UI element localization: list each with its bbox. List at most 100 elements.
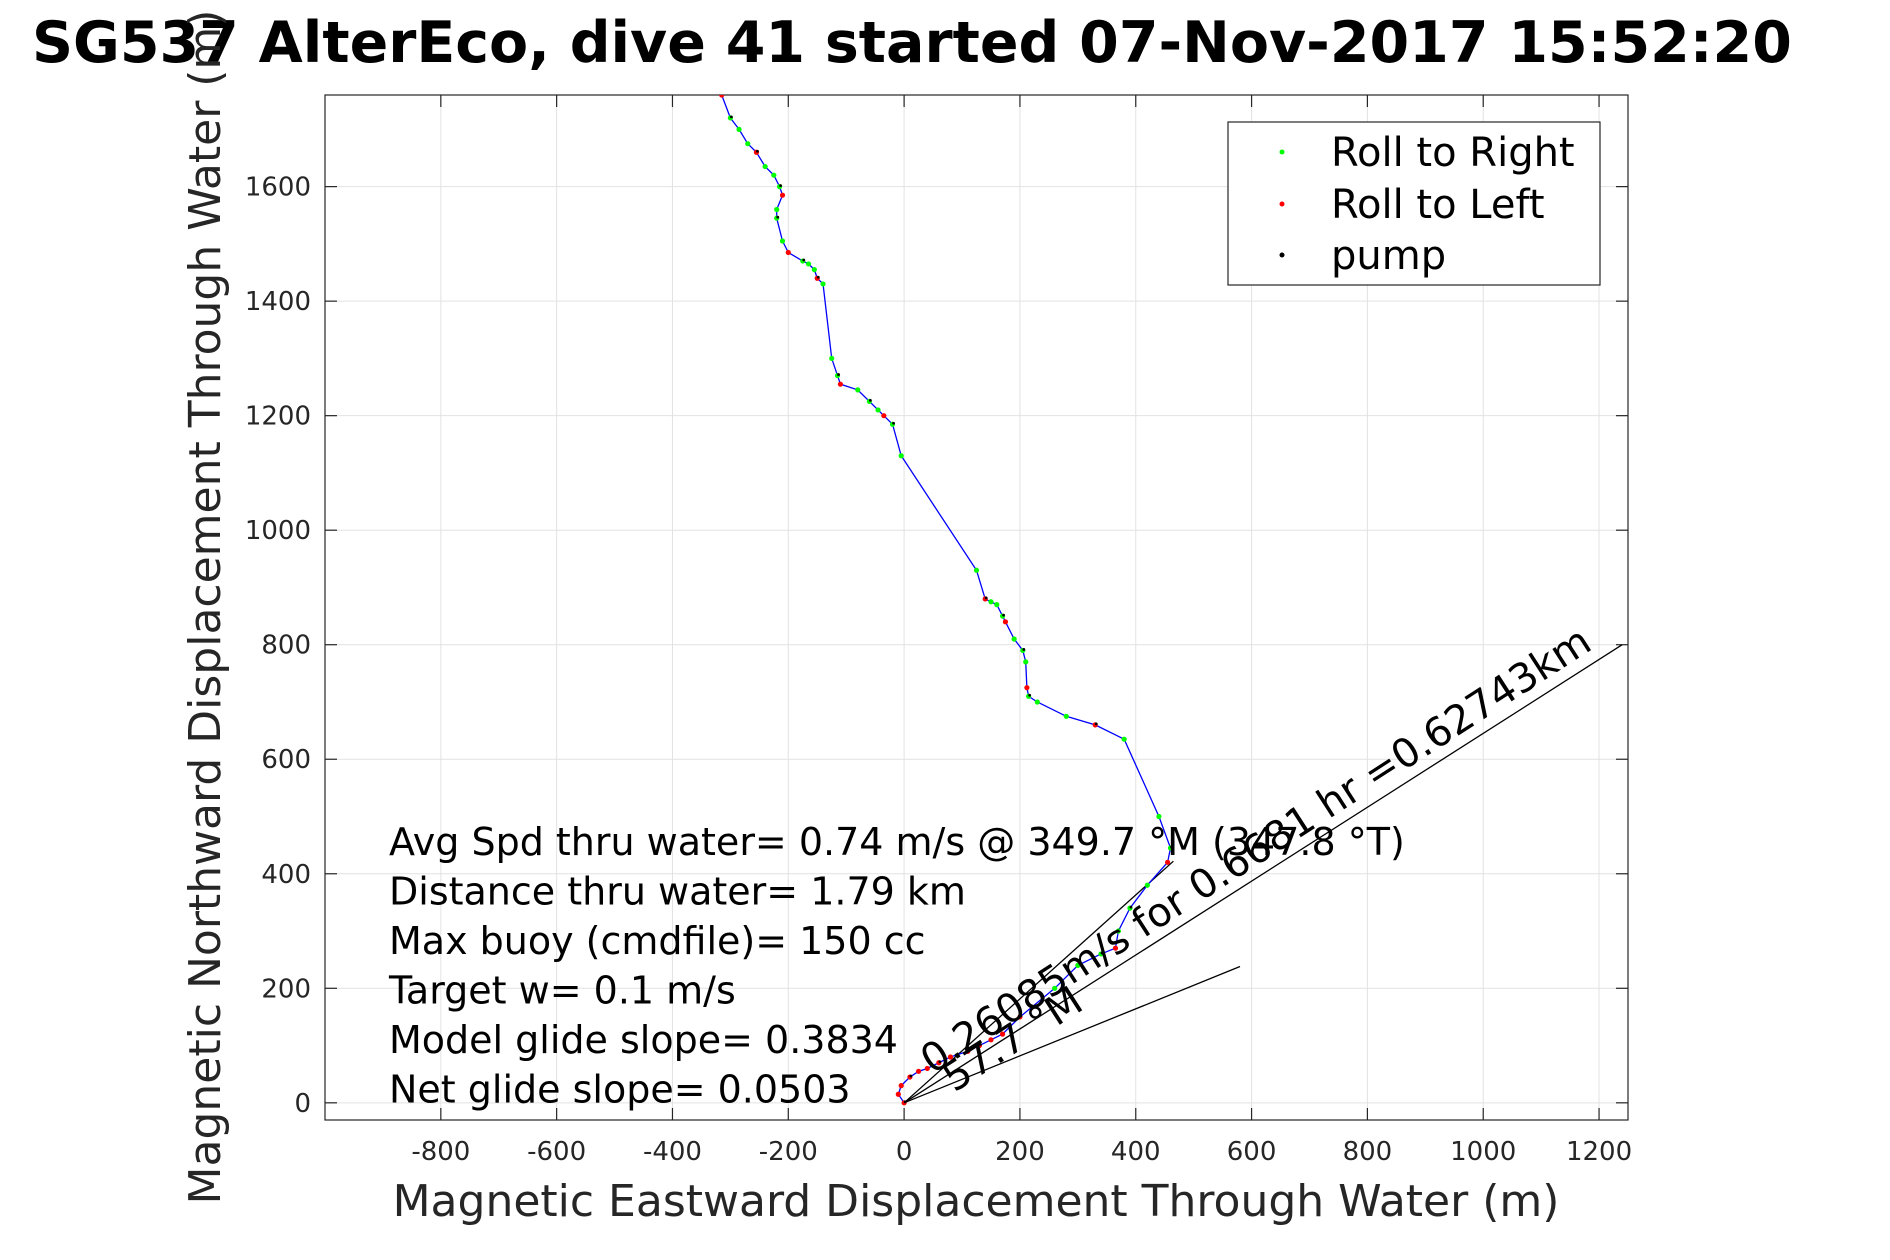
summary-line: Net glide slope= 0.0503 xyxy=(389,1068,851,1112)
reference-lines xyxy=(903,644,1623,1104)
y-tick-label: 1200 xyxy=(245,402,311,432)
pump-point xyxy=(776,215,780,219)
pump-point xyxy=(903,1100,907,1104)
x-tick-label: -400 xyxy=(643,1137,702,1167)
pump-point xyxy=(779,184,783,188)
summary-line: Target w= 0.1 m/s xyxy=(388,969,736,1013)
marker-point xyxy=(898,453,904,459)
marker-point xyxy=(805,261,812,267)
x-tick-label: 400 xyxy=(1111,1137,1161,1167)
pump-point xyxy=(1170,845,1173,849)
pump-point xyxy=(1028,693,1032,697)
marker-point xyxy=(1121,736,1127,742)
x-tick-label: -800 xyxy=(411,1137,470,1167)
marker-point xyxy=(1156,813,1162,820)
legend-marker-roll-left xyxy=(1279,201,1285,207)
y-tick-label: 200 xyxy=(261,974,311,1004)
summary-line: Max buoy (cmdfile)= 150 cc xyxy=(389,919,926,963)
marker-point xyxy=(994,602,1000,608)
marker-point xyxy=(811,267,817,273)
reference-line xyxy=(903,965,1241,1104)
marker-point xyxy=(973,567,980,573)
x-tick-label: 200 xyxy=(995,1137,1045,1167)
pump-point xyxy=(802,258,806,262)
x-tick-label: 600 xyxy=(1227,1137,1277,1167)
pump-point xyxy=(756,149,759,153)
y-tick-label: 1600 xyxy=(245,173,311,203)
marker-point xyxy=(875,407,881,413)
marker-point xyxy=(774,206,780,213)
marker-point xyxy=(1024,685,1030,691)
y-tick-label: 1000 xyxy=(245,516,311,546)
marker-point xyxy=(1063,713,1069,719)
x-tick-labels: -800 -600 -400 -200 0 200 400 600 800 1000 1200 xyxy=(411,1137,1632,1167)
marker-point xyxy=(965,1048,971,1054)
marker-point xyxy=(1034,699,1040,705)
pump-point xyxy=(1019,1014,1023,1018)
pump-point xyxy=(1129,905,1133,909)
pump-point xyxy=(837,373,840,376)
pump-point xyxy=(1100,951,1104,955)
marker-point xyxy=(736,126,742,132)
marker-point xyxy=(915,1068,922,1074)
pump-point xyxy=(892,421,895,425)
marker-point xyxy=(1115,928,1121,934)
x-tick-label: 800 xyxy=(1343,1137,1393,1167)
axes-box xyxy=(324,94,1629,1121)
pump-point xyxy=(938,1060,942,1064)
summary-line: Distance thru water= 1.79 km xyxy=(389,870,966,914)
pump-point xyxy=(816,275,820,279)
marker-point xyxy=(988,599,994,605)
marker-point xyxy=(1112,945,1119,951)
legend-marker-roll-right xyxy=(1279,149,1285,155)
roll-markers xyxy=(719,95,1174,1106)
reference-line xyxy=(903,860,1174,1104)
marker-point xyxy=(779,238,786,244)
pump-point xyxy=(1094,722,1098,726)
pump-point xyxy=(868,398,872,402)
y-tick-label: 800 xyxy=(261,631,311,661)
x-tick-label: 0 xyxy=(896,1137,913,1167)
marker-point xyxy=(1002,619,1009,625)
pump-point xyxy=(1022,648,1026,651)
legend: Roll to Right Roll to Left pump xyxy=(1227,121,1601,286)
marker-point xyxy=(829,355,835,362)
marker-point xyxy=(898,1083,904,1089)
tick-marks xyxy=(325,95,1628,1120)
pump-point xyxy=(909,1074,913,1078)
marker-point xyxy=(881,413,887,419)
legend-marker-pump xyxy=(1279,252,1285,258)
summary-line: Avg Spd thru water= 0.74 m/s @ 349.7 °M … xyxy=(389,820,1405,864)
legend-box xyxy=(1227,121,1601,286)
marker-point xyxy=(924,1065,930,1072)
legend-label-roll-left: Roll to Left xyxy=(1331,182,1545,228)
summary-line: Model glide slope= 0.3834 xyxy=(389,1018,898,1062)
y-tick-label: 0 xyxy=(294,1089,311,1119)
marker-point xyxy=(1052,985,1058,991)
x-axis-label: Magnetic Eastward Displacement Through W… xyxy=(393,1176,1560,1227)
marker-point xyxy=(1023,659,1029,665)
y-tick-label: 600 xyxy=(261,745,311,775)
pump-point xyxy=(729,115,733,119)
marker-point xyxy=(1165,859,1171,865)
summary-text: Avg Spd thru water= 0.74 m/s @ 349.7 °M … xyxy=(388,820,1405,1112)
chart-title: SG537 AlterEco, dive 41 started 07-Nov-2… xyxy=(32,10,1792,76)
marker-point xyxy=(988,1037,994,1043)
reference-line xyxy=(903,644,1623,1104)
y-axis-label: Magnetic Northward Displacement Through … xyxy=(180,10,231,1205)
marker-point xyxy=(837,381,844,387)
y-tick-labels: 0 200 400 600 800 1000 1200 1400 1600 xyxy=(245,173,311,1119)
y-tick-label: 1400 xyxy=(245,287,311,317)
marker-point xyxy=(779,192,786,198)
pump-point xyxy=(978,1043,982,1046)
marker-point xyxy=(771,172,777,178)
x-tick-label: -600 xyxy=(527,1137,586,1167)
marker-point xyxy=(745,141,751,147)
marker-point xyxy=(762,163,768,170)
pump-point xyxy=(1002,613,1005,617)
marker-point xyxy=(820,281,826,287)
x-tick-label: 1000 xyxy=(1450,1137,1516,1167)
marker-point xyxy=(1075,962,1081,968)
legend-label-roll-right: Roll to Right xyxy=(1331,130,1575,176)
